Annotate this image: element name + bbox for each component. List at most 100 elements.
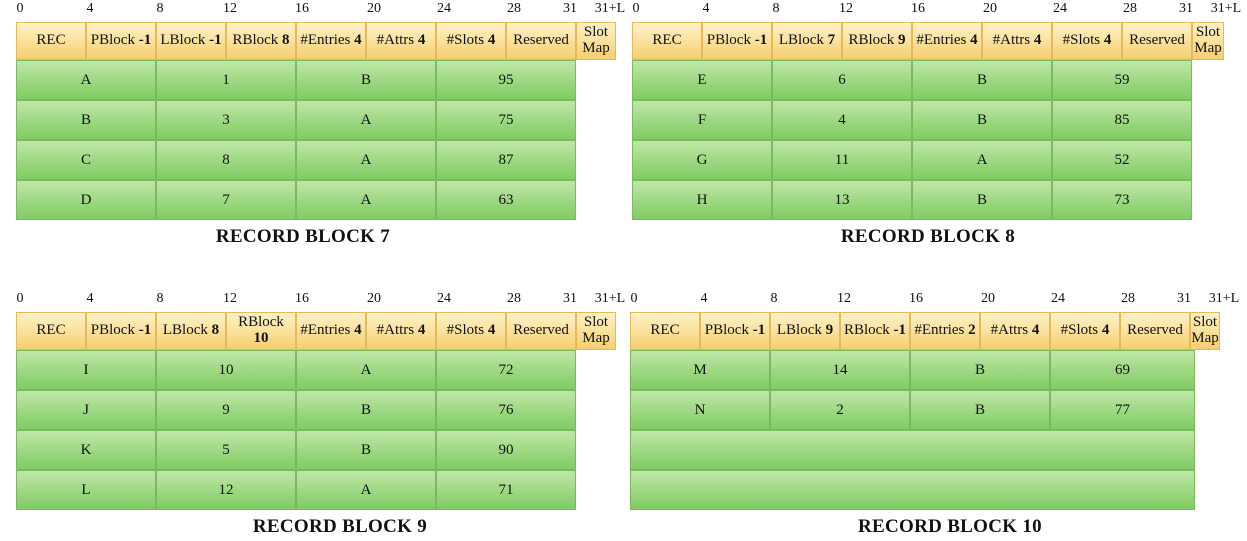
ruler-tick: 12	[223, 1, 237, 16]
table-cell: 90	[436, 430, 576, 470]
header-lblock-value: 8	[211, 322, 220, 339]
header-lblock: LBlock 8	[156, 312, 226, 350]
table-cell: A	[296, 140, 436, 180]
table-cell: 75	[436, 100, 576, 140]
header-entries: #Entries 4	[296, 312, 366, 350]
header-rblock-text: RBlock -1	[844, 322, 907, 339]
header-rblock-label: RBlock	[232, 32, 279, 49]
ruler-tick: 0	[16, 1, 24, 16]
header-attrs-text: #Attrs 4	[377, 322, 426, 339]
table-cell: J	[16, 390, 156, 430]
header-slotmap: Slot Map	[576, 312, 616, 350]
header-lblock-label: LBlock	[778, 32, 824, 49]
header-attrs-value: 4	[1033, 32, 1042, 49]
header-entries-text: #Entries 4	[916, 32, 977, 49]
ruler-tick: 31	[1179, 1, 1193, 16]
header-rblock: RBlock 10	[226, 312, 296, 350]
header-entries-value: 2	[968, 322, 976, 339]
record-block: 0 4 8 12 16 20 24 28 31 31+L REC PBlock -1 LBlock -1…	[16, 0, 625, 250]
header-pblock-label: PBlock	[704, 322, 749, 339]
table-cell: 9	[156, 390, 296, 430]
ruler-tick: 28	[1123, 1, 1137, 16]
ruler-tick: 31	[563, 291, 577, 306]
table-cell: K	[16, 430, 156, 470]
bit-ruler: 0 4 8 12 16 20 24 28 31 31+L	[16, 290, 626, 308]
header-slots-value: 4	[487, 32, 496, 49]
table-cell: 10	[156, 350, 296, 390]
header-slots-text: #Slots 4	[1060, 322, 1110, 339]
header-slots-text: #Slots 4	[447, 322, 496, 339]
table-cell: 5	[156, 430, 296, 470]
header-reserved-label: Reserved	[513, 32, 569, 49]
table-cell: A	[296, 470, 436, 510]
header-rblock: RBlock 8	[226, 22, 296, 60]
table-cell: 2	[770, 390, 910, 430]
table-cell: 95	[436, 60, 576, 100]
header-pblock-value: -1	[754, 32, 768, 49]
table-cell: L	[16, 470, 156, 510]
header-attrs-value: 4	[1031, 322, 1040, 339]
header-lblock-label: LBlock	[160, 32, 206, 49]
table-cell: B	[912, 60, 1052, 100]
header-rec: REC	[630, 312, 700, 350]
header-rec: REC	[16, 22, 86, 60]
header-rec-label: REC	[36, 322, 66, 339]
header-lblock: LBlock 7	[772, 22, 842, 60]
header-reserved: Reserved	[1120, 312, 1190, 350]
header-slots-label: #Slots	[1062, 32, 1101, 49]
header-lblock: LBlock -1	[156, 22, 226, 60]
header-slots-text: #Slots 4	[1062, 32, 1112, 49]
block-title: RECORD BLOCK 7	[215, 226, 391, 247]
header-attrs-label: #Attrs	[990, 322, 1029, 339]
header-slotmap-label: Slot Map	[582, 314, 610, 346]
table-cell: 14	[770, 350, 910, 390]
table-cell: E	[632, 60, 772, 100]
header-rec-label: REC	[650, 322, 680, 339]
table-cell: 1	[156, 60, 296, 100]
table-cell: 13	[772, 180, 912, 220]
header-slots-value: 4	[1101, 322, 1110, 339]
header-rec-label: REC	[652, 32, 682, 49]
table-cell: B	[912, 180, 1052, 220]
table-cell: 8	[156, 140, 296, 180]
header-slots-label: #Slots	[1060, 322, 1099, 339]
header-slots: #Slots 4	[1050, 312, 1120, 350]
header-attrs: #Attrs 4	[366, 312, 436, 350]
header-entries-text: #Entries 4	[300, 322, 361, 339]
empty-row-cell	[630, 430, 1195, 470]
table-cell: B	[16, 100, 156, 140]
ruler-tick: 24	[1051, 291, 1065, 306]
header-rec-label: REC	[36, 32, 66, 49]
header-attrs: #Attrs 4	[982, 22, 1052, 60]
header-rblock-value: -1	[893, 322, 907, 339]
header-rec: REC	[632, 22, 702, 60]
header-reserved: Reserved	[1122, 22, 1192, 60]
header-entries-label: #Entries	[300, 322, 351, 339]
ruler-tick: 16	[909, 291, 923, 306]
header-pblock: PBlock -1	[86, 312, 156, 350]
header-pblock-text: PBlock -1	[91, 32, 151, 49]
header-rblock-text: RBlock 8	[232, 32, 289, 49]
header-lblock-value: 7	[827, 32, 836, 49]
table-cell: G	[632, 140, 772, 180]
header-rblock-value: 10	[253, 330, 269, 346]
ruler-tick: 8	[772, 1, 780, 16]
header-entries: #Entries 4	[912, 22, 982, 60]
table-cell: N	[630, 390, 770, 430]
ruler-tick: 0	[632, 1, 640, 16]
header-pblock-text: PBlock -1	[90, 322, 151, 339]
header-lblock: LBlock 9	[770, 312, 840, 350]
bit-ruler: 0 4 8 12 16 20 24 28 31 31+L	[632, 0, 1242, 18]
table-cell: B	[910, 350, 1050, 390]
ruler-tick: 8	[156, 1, 164, 16]
header-lblock-label: LBlock	[162, 322, 208, 339]
header-rblock-label: RBlock	[238, 314, 284, 331]
table-cell: B	[296, 390, 436, 430]
header-slotmap: Slot Map	[576, 22, 616, 60]
header-reserved-label: Reserved	[513, 322, 569, 339]
header-pblock-label: PBlock	[90, 322, 135, 339]
header-attrs-text: #Attrs 4	[990, 322, 1040, 339]
header-slotmap: Slot Map	[1192, 22, 1224, 60]
header-slotmap-label: Slot Map	[1194, 24, 1222, 56]
header-slotmap: Slot Map	[1190, 312, 1220, 350]
